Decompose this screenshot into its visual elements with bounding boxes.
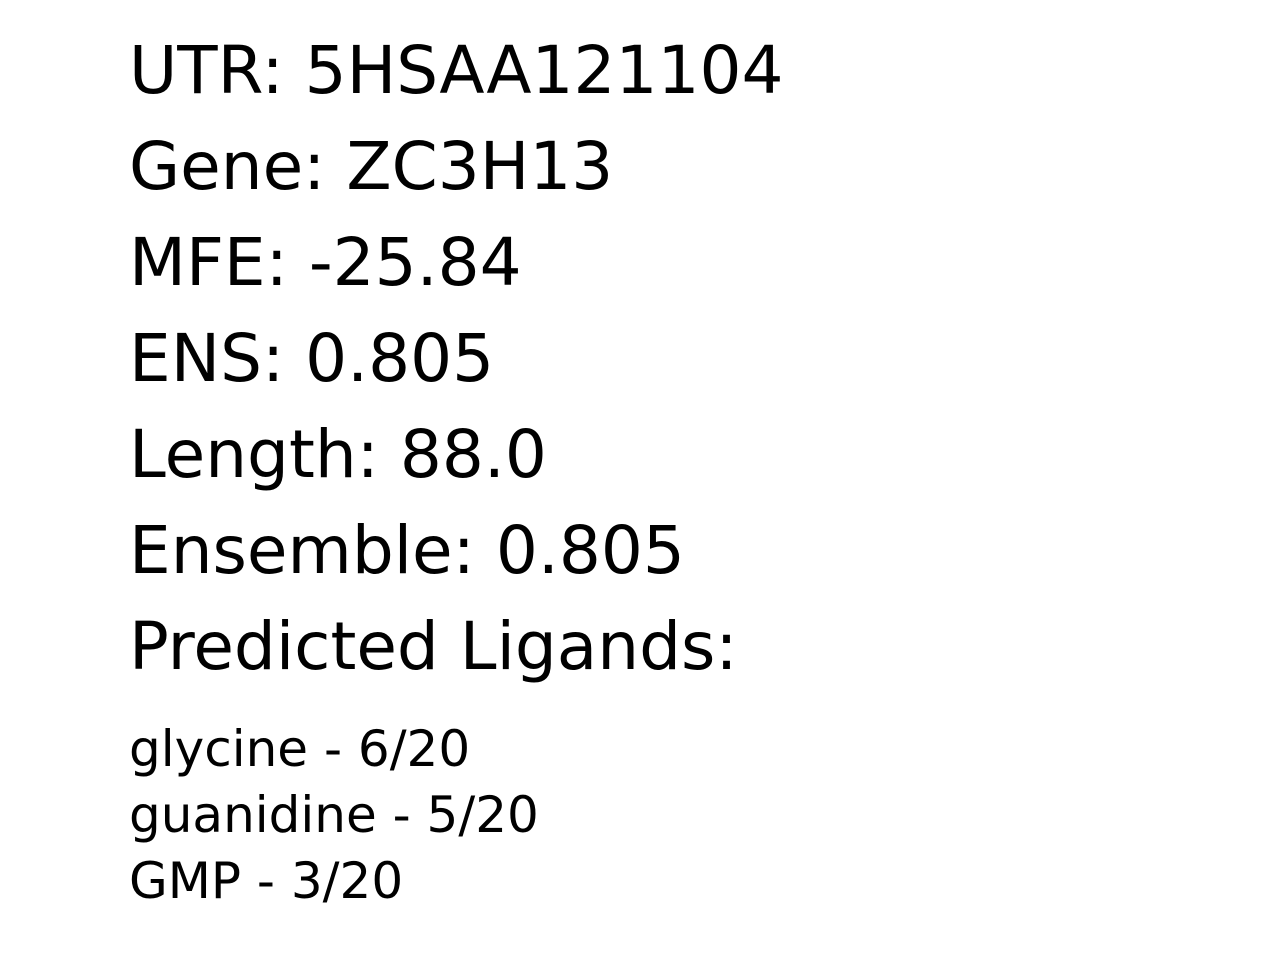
ligand-item: glycine - 6/20 bbox=[129, 720, 471, 778]
utr-id-text: UTR: 5HSAA121104 bbox=[129, 32, 784, 109]
ens-value-text: ENS: 0.805 bbox=[129, 320, 495, 397]
gene-name-text: Gene: ZC3H13 bbox=[129, 128, 614, 205]
ligand-item: GMP - 3/20 bbox=[129, 852, 404, 910]
length-value-text: Length: 88.0 bbox=[129, 416, 547, 493]
mfe-value-text: MFE: -25.84 bbox=[129, 224, 522, 301]
ensemble-value-text: Ensemble: 0.805 bbox=[129, 512, 685, 589]
predicted-ligands-heading: Predicted Ligands: bbox=[129, 608, 738, 685]
ligand-item: guanidine - 5/20 bbox=[129, 786, 539, 844]
